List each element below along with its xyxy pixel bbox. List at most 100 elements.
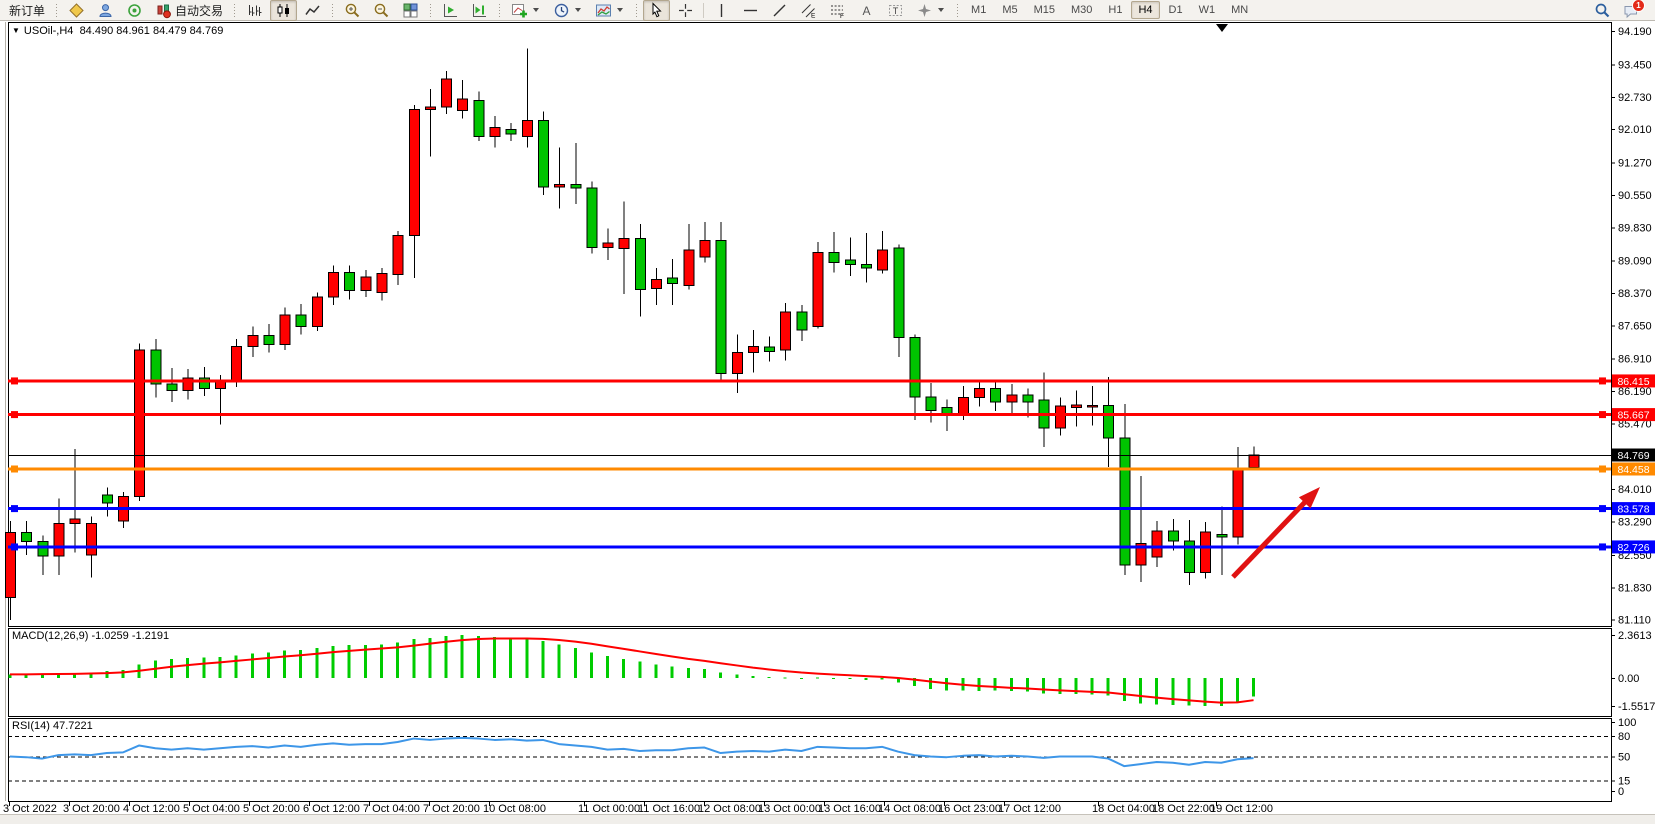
svg-text:85.470: 85.470 (1618, 418, 1652, 430)
price-label-box (1612, 448, 1655, 462)
horizontal-lines[interactable] (8, 377, 1611, 551)
search-button[interactable] (1589, 0, 1616, 21)
svg-text:86.910: 86.910 (1618, 354, 1652, 366)
text-tool-button[interactable]: A (853, 0, 880, 21)
chat-button[interactable]: 1 (1618, 0, 1645, 21)
toolbar-grip[interactable] (635, 3, 639, 17)
timeframe-M5[interactable]: M5 (1002, 4, 1018, 16)
rsi-pane (8, 718, 1612, 802)
chart-shift-icon (442, 2, 459, 19)
chart-collapse-icon[interactable]: ▼ (12, 26, 20, 35)
svg-text:13 Oct 00:00: 13 Oct 00:00 (758, 803, 821, 815)
timeframe-M15[interactable]: M15 (1033, 4, 1055, 16)
price-label-box (1612, 462, 1655, 476)
time-axis[interactable]: 3 Oct 2022 3 Oct 20:00 4 Oct 12:00 5 Oct 04… (3, 801, 1273, 815)
auto-scroll-button[interactable] (466, 0, 493, 21)
rsi-axis[interactable]: 100 80 50 150 (1611, 717, 1636, 798)
candlestick-mode-button[interactable] (270, 0, 298, 21)
crosshair-tool-button[interactable] (672, 0, 699, 21)
gold-diamond-button[interactable] (63, 0, 90, 21)
text-icon: A (858, 2, 875, 19)
timeframe-W1[interactable]: W1 (1198, 4, 1216, 16)
svg-text:88.370: 88.370 (1618, 288, 1652, 300)
svg-text:7 Oct 04:00: 7 Oct 04:00 (363, 803, 420, 815)
zoom-in-button[interactable] (339, 0, 366, 21)
equidistant-channel-icon: E (800, 2, 817, 19)
toolbar-grip[interactable] (55, 3, 59, 17)
label-tool-button[interactable]: T (882, 0, 909, 21)
signal-icon (126, 2, 143, 19)
timeframe-M30[interactable]: M30 (1071, 4, 1093, 16)
toolbar: 新订单 自动交易 (0, 0, 1655, 21)
horizontal-line-tool-button[interactable] (737, 0, 764, 21)
svg-text:82.726: 82.726 (1617, 542, 1649, 554)
svg-text:86.415: 86.415 (1617, 376, 1649, 388)
auto-trading-label: 自动交易 (175, 3, 224, 18)
toolbar-grip[interactable] (429, 3, 433, 17)
trendline-tool-button[interactable] (766, 0, 793, 21)
svg-text:19 Oct 12:00: 19 Oct 12:00 (1210, 803, 1273, 815)
svg-text:18 Oct 22:00: 18 Oct 22:00 (1152, 803, 1215, 815)
broadcast-button[interactable] (121, 0, 148, 21)
svg-text:84.769: 84.769 (1617, 450, 1649, 462)
price-axis[interactable]: 94.190 93.450 92.730 92.010 91.270 90.550 89.8… (1611, 26, 1655, 627)
svg-text:83.578: 83.578 (1617, 504, 1649, 516)
svg-text:86.190: 86.190 (1618, 386, 1652, 398)
rsi-line (9, 736, 1254, 768)
candles[interactable] (5, 48, 1260, 621)
status-bar (0, 814, 1655, 824)
macd-axis[interactable]: 2.3613 0.00 -1.5517 (1611, 630, 1655, 713)
toolbar-grip[interactable] (498, 3, 502, 17)
svg-text:91.270: 91.270 (1618, 157, 1652, 169)
svg-text:17 Oct 12:00: 17 Oct 12:00 (998, 803, 1061, 815)
chart-shift-button[interactable] (437, 0, 464, 21)
zoom-out-icon (373, 2, 390, 19)
line-handle (1599, 505, 1606, 513)
svg-text:14 Oct 08:00: 14 Oct 08:00 (878, 803, 941, 815)
shift-marker-icon[interactable] (1216, 24, 1228, 32)
bar-chart-icon (246, 2, 263, 19)
cursor-tool-button[interactable] (643, 0, 671, 21)
annotation-arrow[interactable] (1231, 487, 1320, 579)
period-button[interactable] (548, 0, 588, 21)
candlestick-icon (275, 2, 292, 19)
tile-windows-button[interactable] (397, 0, 424, 21)
timeframe-D1[interactable]: D1 (1168, 4, 1183, 16)
auto-trading-icon (155, 2, 172, 19)
toolbar-grip[interactable] (233, 3, 237, 17)
timeframe-H1[interactable]: H1 (1108, 4, 1123, 16)
svg-text:F: F (840, 13, 844, 19)
line-handle (1599, 543, 1606, 551)
timeframe-M1[interactable]: M1 (971, 4, 987, 16)
fibonacci-tool-button[interactable]: F (824, 0, 851, 21)
new-order-button[interactable]: 新订单 (4, 0, 50, 21)
line-handle (11, 543, 18, 551)
shapes-tool-button[interactable] (911, 0, 951, 21)
line-handle (11, 505, 18, 513)
bar-chart-mode-button[interactable] (241, 0, 268, 21)
macd-signal-line (10, 637, 1254, 704)
line-handle (1599, 377, 1606, 385)
svg-text:0.00: 0.00 (1618, 673, 1639, 685)
vertical-line-tool-button[interactable] (708, 0, 735, 21)
market-watch-button[interactable] (92, 0, 119, 21)
rsi-indicator-label: RSI(14) 47.7221 (12, 720, 93, 732)
timeframe-H4[interactable]: H4 (1131, 1, 1160, 19)
line-handle (11, 377, 18, 385)
line-chart-mode-button[interactable] (299, 0, 326, 21)
auto-trading-button[interactable]: 自动交易 (150, 0, 228, 21)
chart-ohlc-values: 84.490 84.961 84.479 84.769 (79, 25, 224, 37)
dropdown-caret-icon (533, 8, 540, 12)
zoom-out-button[interactable] (368, 0, 395, 21)
timeframe-MN[interactable]: MN (1231, 4, 1249, 16)
search-icon (1594, 2, 1611, 19)
template-button[interactable] (590, 0, 630, 21)
toolbar-grip[interactable] (956, 3, 960, 17)
fibonacci-icon: F (829, 2, 846, 19)
toolbar-grip[interactable] (331, 3, 335, 17)
add-indicator-button[interactable] (506, 0, 546, 21)
channel-tool-button[interactable]: E (795, 0, 822, 21)
svg-text:93.450: 93.450 (1618, 59, 1652, 71)
svg-text:81.830: 81.830 (1618, 582, 1652, 594)
